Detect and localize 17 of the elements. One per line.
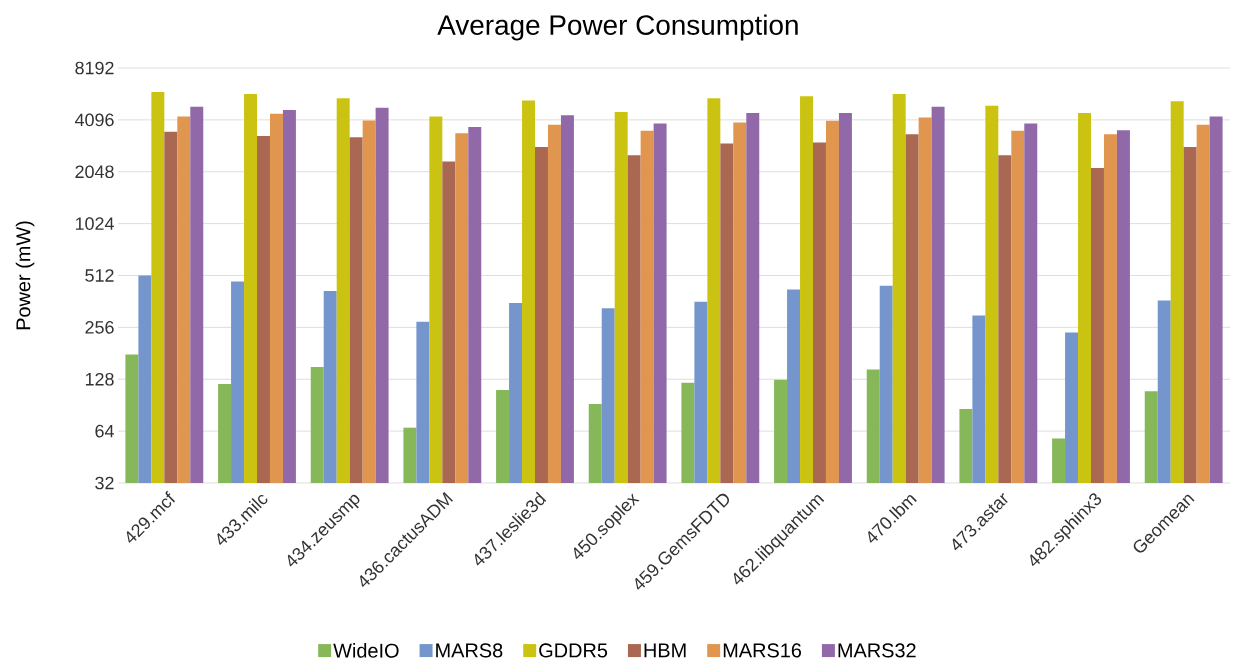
y-tick-label: 256 bbox=[85, 321, 114, 334]
legend-label: GDDR5 bbox=[539, 643, 608, 658]
y-tick-label: 8192 bbox=[75, 61, 114, 75]
legend-label: MARS16 bbox=[723, 643, 802, 658]
y-axis-title: Power (mW) bbox=[15, 221, 35, 330]
y-tick-label: 1024 bbox=[75, 217, 114, 230]
legend-label: MARS32 bbox=[838, 643, 916, 658]
y-tick-label: 32 bbox=[95, 476, 114, 490]
chart-title: Average Power Consumption bbox=[437, 14, 798, 41]
y-tick-label: 4096 bbox=[74, 113, 114, 127]
y-tick-label: 512 bbox=[85, 269, 114, 282]
legend-label: MARS8 bbox=[436, 643, 503, 658]
legend-label: HBM bbox=[644, 643, 686, 658]
legend-label: WideIO bbox=[333, 643, 399, 658]
y-tick-label: 128 bbox=[85, 372, 114, 386]
y-tick-label: 64 bbox=[95, 424, 114, 438]
y-tick-label: 2048 bbox=[75, 165, 114, 179]
